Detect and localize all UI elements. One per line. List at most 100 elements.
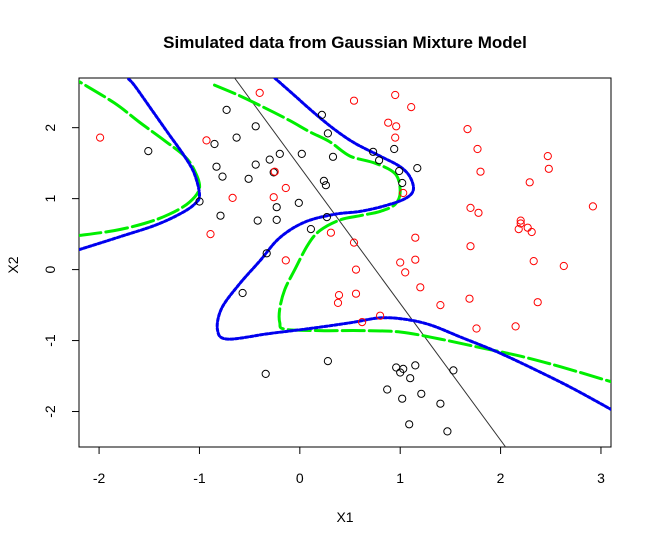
red-point <box>466 203 475 212</box>
plot-layer <box>79 78 611 447</box>
black-point <box>238 288 247 298</box>
black-point <box>253 216 262 225</box>
red-point <box>416 283 425 292</box>
red-point <box>525 178 534 187</box>
black-point <box>405 420 414 429</box>
black-point <box>395 166 404 176</box>
black-point <box>399 364 408 373</box>
linear-boundary-line <box>234 78 507 447</box>
x-axis: -2 -1 0 1 2 3 <box>93 447 605 486</box>
black-point <box>294 198 303 207</box>
red-point <box>392 122 401 131</box>
black-point <box>265 155 274 164</box>
black-point <box>319 176 328 185</box>
black-point <box>218 172 227 181</box>
black-point <box>269 168 278 177</box>
x-tick-label: 1 <box>396 470 404 486</box>
black-point <box>317 110 326 120</box>
black-point <box>436 399 445 408</box>
red-point <box>511 322 520 331</box>
red-point <box>533 298 542 307</box>
black-point <box>417 389 426 398</box>
black-point <box>272 203 281 212</box>
black-point <box>195 197 204 206</box>
black-point <box>251 122 260 131</box>
red-point <box>391 90 400 100</box>
red-point <box>349 96 359 105</box>
red-point <box>476 167 485 176</box>
red-point <box>473 144 482 154</box>
x-tick-label: 2 <box>497 470 505 486</box>
red-point <box>401 268 410 277</box>
black-point <box>272 215 281 224</box>
red-point <box>516 219 525 228</box>
red-point <box>269 193 278 202</box>
black-point <box>328 152 338 161</box>
black-point <box>261 369 270 378</box>
green-boundary-curve <box>213 83 611 384</box>
chart-title: Simulated data from Gaussian Mixture Mod… <box>163 33 527 52</box>
y-tick-label: 0 <box>42 265 58 273</box>
red-point <box>206 230 215 239</box>
red-point <box>527 227 536 237</box>
black-point <box>375 156 384 165</box>
x-axis-label: X1 <box>336 509 353 525</box>
red-point <box>523 223 532 232</box>
red-point <box>96 133 105 142</box>
black-point <box>406 374 415 383</box>
red-point <box>376 311 385 320</box>
red-point <box>270 167 279 176</box>
black-point <box>443 427 452 436</box>
red-point <box>326 228 335 237</box>
x-tick-label: 0 <box>296 470 304 486</box>
red-point <box>396 258 405 267</box>
black-point <box>413 164 422 173</box>
red-point <box>228 193 237 202</box>
plot-frame <box>78 77 612 448</box>
red-point <box>436 301 445 310</box>
red-point <box>529 257 538 266</box>
red-point <box>472 324 481 333</box>
y-axis-label: X2 <box>5 256 21 273</box>
black-point <box>144 147 153 156</box>
black-point <box>449 366 458 375</box>
red-point <box>411 255 420 264</box>
black-point <box>398 178 407 188</box>
black-point <box>210 139 219 149</box>
red-point <box>514 225 523 234</box>
red-point <box>391 133 400 142</box>
black-point <box>275 149 284 158</box>
red-point <box>474 208 483 217</box>
red-point <box>544 164 553 173</box>
red-point <box>411 233 420 242</box>
y-axis: -2 -1 0 1 2 <box>42 124 79 418</box>
y-tick-label: -1 <box>42 334 58 347</box>
black-point <box>383 385 392 394</box>
red-point <box>384 118 393 127</box>
red-point <box>255 88 264 98</box>
black-point <box>323 357 332 366</box>
black-point <box>392 363 401 372</box>
red-point <box>407 103 416 112</box>
black-point <box>390 144 399 154</box>
y-tick-label: -2 <box>42 405 58 418</box>
black-point <box>398 394 407 403</box>
red-point <box>465 294 474 303</box>
blue-boundary-curve <box>79 78 201 252</box>
red-point <box>333 298 343 307</box>
black-point <box>251 160 260 169</box>
red-point <box>351 289 361 298</box>
green-boundary-curve <box>79 80 202 237</box>
black-point <box>262 249 271 258</box>
red-point <box>399 188 408 198</box>
red-point <box>351 265 361 274</box>
x-tick-label: -1 <box>193 470 206 486</box>
red-point <box>588 202 598 211</box>
red-point <box>349 238 359 247</box>
black-point <box>297 149 306 158</box>
red-point <box>358 318 367 327</box>
red-point <box>202 136 211 145</box>
black-point <box>369 147 378 156</box>
y-tick-label: 1 <box>42 195 58 203</box>
